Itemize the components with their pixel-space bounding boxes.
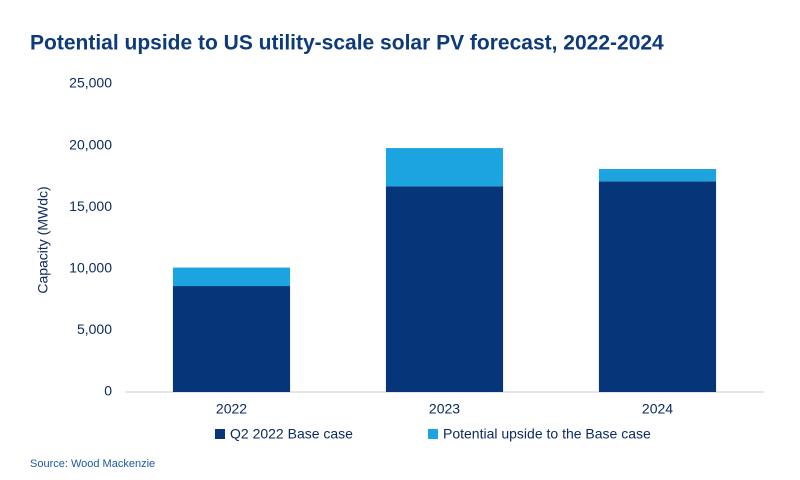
x-tick-label: 2023: [429, 401, 460, 417]
x-tick-label: 2022: [216, 401, 247, 417]
legend-swatch: [215, 429, 225, 439]
bar-segment: [385, 186, 504, 392]
bar-segment: [598, 169, 717, 182]
y-tick-label: 0: [104, 383, 112, 399]
legend-swatch: [427, 429, 438, 439]
chart-title: Potential upside to US utility-scale sol…: [30, 32, 664, 55]
y-tick-label: 15,000: [69, 198, 112, 214]
y-tick-label: 5,000: [77, 321, 112, 337]
legend-label: Potential upside to the Base case: [443, 426, 651, 442]
source: Source: Wood Mackenzie: [30, 458, 155, 470]
bar-segment: [172, 267, 291, 287]
y-tick-label: 25,000: [69, 75, 112, 91]
bar-segment: [172, 286, 291, 392]
y-axis-label: Capacity (MWdc): [35, 186, 51, 293]
x-tick-label: 2024: [642, 401, 673, 417]
y-tick-label: 20,000: [69, 136, 112, 152]
bar-segment: [598, 181, 717, 392]
legend-label: Q2 2022 Base case: [230, 426, 353, 442]
bar-segment: [385, 148, 504, 187]
y-tick-label: 10,000: [69, 260, 112, 276]
